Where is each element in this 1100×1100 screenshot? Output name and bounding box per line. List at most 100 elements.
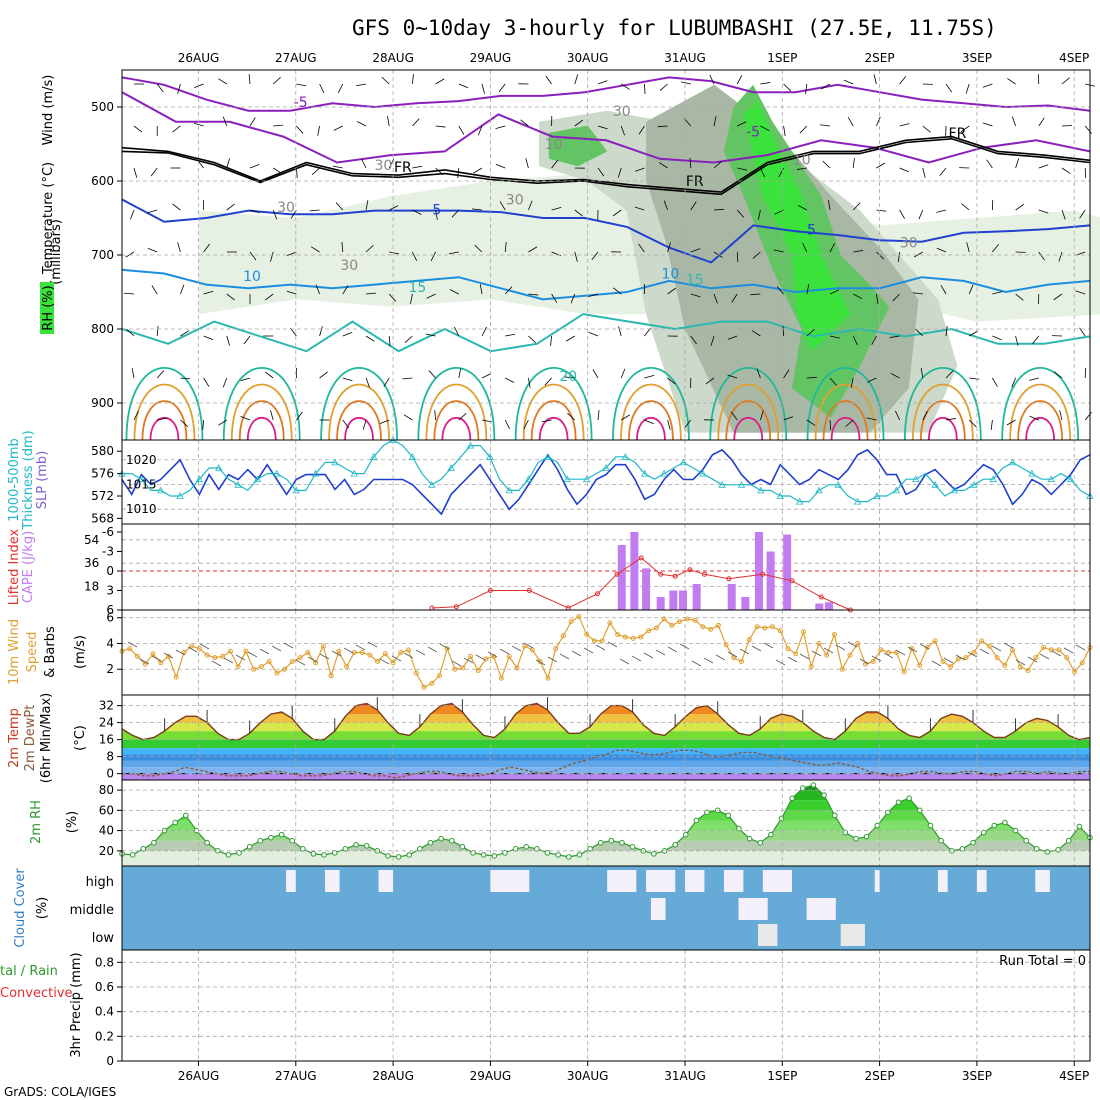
wind-barb [131, 368, 135, 379]
thickness-marker [931, 480, 939, 488]
wind-speed-marker [475, 668, 481, 674]
wind-barb [1061, 167, 1071, 174]
contour-label: 15 [409, 280, 427, 296]
wind-barb-10m [835, 644, 846, 651]
wind-speed-marker [289, 659, 295, 665]
wind-barb [528, 335, 536, 344]
wind-barb [481, 326, 487, 337]
rh-marker [746, 835, 753, 842]
rh-marker [927, 822, 934, 829]
tick-label: -3 [102, 545, 114, 559]
wind-barb [425, 333, 436, 337]
low-level-temp-contour [612, 367, 690, 441]
wind-speed-marker [901, 669, 907, 675]
wind-barb [337, 83, 344, 94]
wind-barb [757, 209, 761, 220]
wind-speed-marker [444, 646, 450, 652]
rh-marker [438, 835, 444, 842]
wind-barb [1032, 335, 1040, 345]
rh-marker [151, 839, 157, 846]
wind-barb-10m [571, 650, 582, 657]
wind-barb [342, 419, 350, 429]
wind-speed-marker [793, 651, 799, 657]
lifted-index-marker [658, 571, 664, 577]
wind-barb-10m [463, 657, 474, 664]
rh-marker [204, 839, 210, 846]
thickness-marker [331, 458, 339, 466]
wind-barb [597, 167, 605, 177]
wind-barb [504, 242, 507, 253]
cloud-level-label: low [92, 931, 115, 946]
wind-barb [435, 78, 445, 85]
lifted-index-marker [594, 591, 600, 597]
rh-marker [1076, 823, 1083, 830]
rh-marker [129, 852, 136, 858]
wind-barb [597, 80, 608, 85]
wind-barb [426, 293, 436, 299]
wind-barb [412, 251, 418, 262]
contour-label: 10 [243, 269, 261, 285]
wind-barb [203, 335, 214, 340]
wind-barb [520, 119, 529, 127]
wind-speed-line [121, 615, 1091, 689]
wind-barb [731, 293, 738, 303]
wind-barb [667, 377, 676, 385]
wind-barb-10m [487, 651, 498, 658]
wind-barb [634, 206, 645, 211]
wind-barb [218, 419, 228, 426]
lifted-index-marker [789, 578, 795, 584]
cloud-bg [122, 866, 1090, 950]
wind-barb-10m [223, 657, 234, 664]
cape-bar [815, 603, 824, 610]
date-label-bottom: 1SEP [767, 1069, 797, 1083]
wind-barb [240, 416, 251, 421]
wind-barb [961, 203, 970, 211]
thickness-marker [892, 486, 901, 494]
wind-barb [473, 167, 483, 174]
wind-barb-10m [1027, 656, 1038, 663]
wind-barb-10m [427, 646, 438, 653]
wind-barb-10m [139, 658, 150, 665]
rh-marker [417, 846, 423, 852]
rh-marker [821, 792, 827, 798]
temp-contour-minus5-lower [121, 91, 1091, 164]
low-level-temp-contour [538, 416, 569, 441]
wind-barb [710, 335, 715, 346]
wind-barb [805, 83, 808, 94]
thickness-marker [950, 486, 959, 494]
rh-marker [672, 841, 678, 848]
thickness-marker [370, 452, 378, 460]
wind-barb [387, 116, 390, 127]
thickness-marker [660, 469, 668, 477]
contour-label: 10 [661, 267, 679, 283]
thickness-marker [989, 475, 997, 483]
rh-marker [246, 843, 253, 850]
wind-barb [248, 74, 251, 85]
wind-barb [383, 377, 390, 387]
rh-marker [565, 854, 572, 860]
wind-barb [1029, 377, 1039, 381]
thickness-marker [602, 464, 610, 471]
wind-barb [1075, 290, 1086, 295]
rh-marker [906, 795, 912, 802]
thickness-marker [1066, 475, 1075, 483]
wind-barb [783, 83, 792, 92]
temperature-axis-label: Temperature (°C) [41, 162, 56, 275]
wind-barb [1038, 209, 1049, 214]
wind-speed-marker [816, 640, 822, 646]
wind-barb [982, 122, 993, 127]
wind-speed-marker [328, 673, 334, 679]
wind-speed-marker [584, 631, 590, 637]
cape-tick-label: 54 [84, 533, 99, 547]
precip-panel: 0.8 0.6 0.4 0.2 0 Run Total = 0 3hr Precip (mm… [0, 949, 1091, 1068]
wind-barb [180, 377, 191, 380]
wind-barb [412, 118, 420, 127]
wind-barb [760, 125, 770, 132]
low-level-temp-contour [806, 367, 885, 441]
wind-speed-marker [297, 655, 303, 661]
contour-label: 5 [432, 202, 441, 218]
wind-barb-10m [703, 657, 714, 664]
wind-barb-10m [187, 646, 198, 653]
wind-speed-marker [359, 650, 365, 655]
